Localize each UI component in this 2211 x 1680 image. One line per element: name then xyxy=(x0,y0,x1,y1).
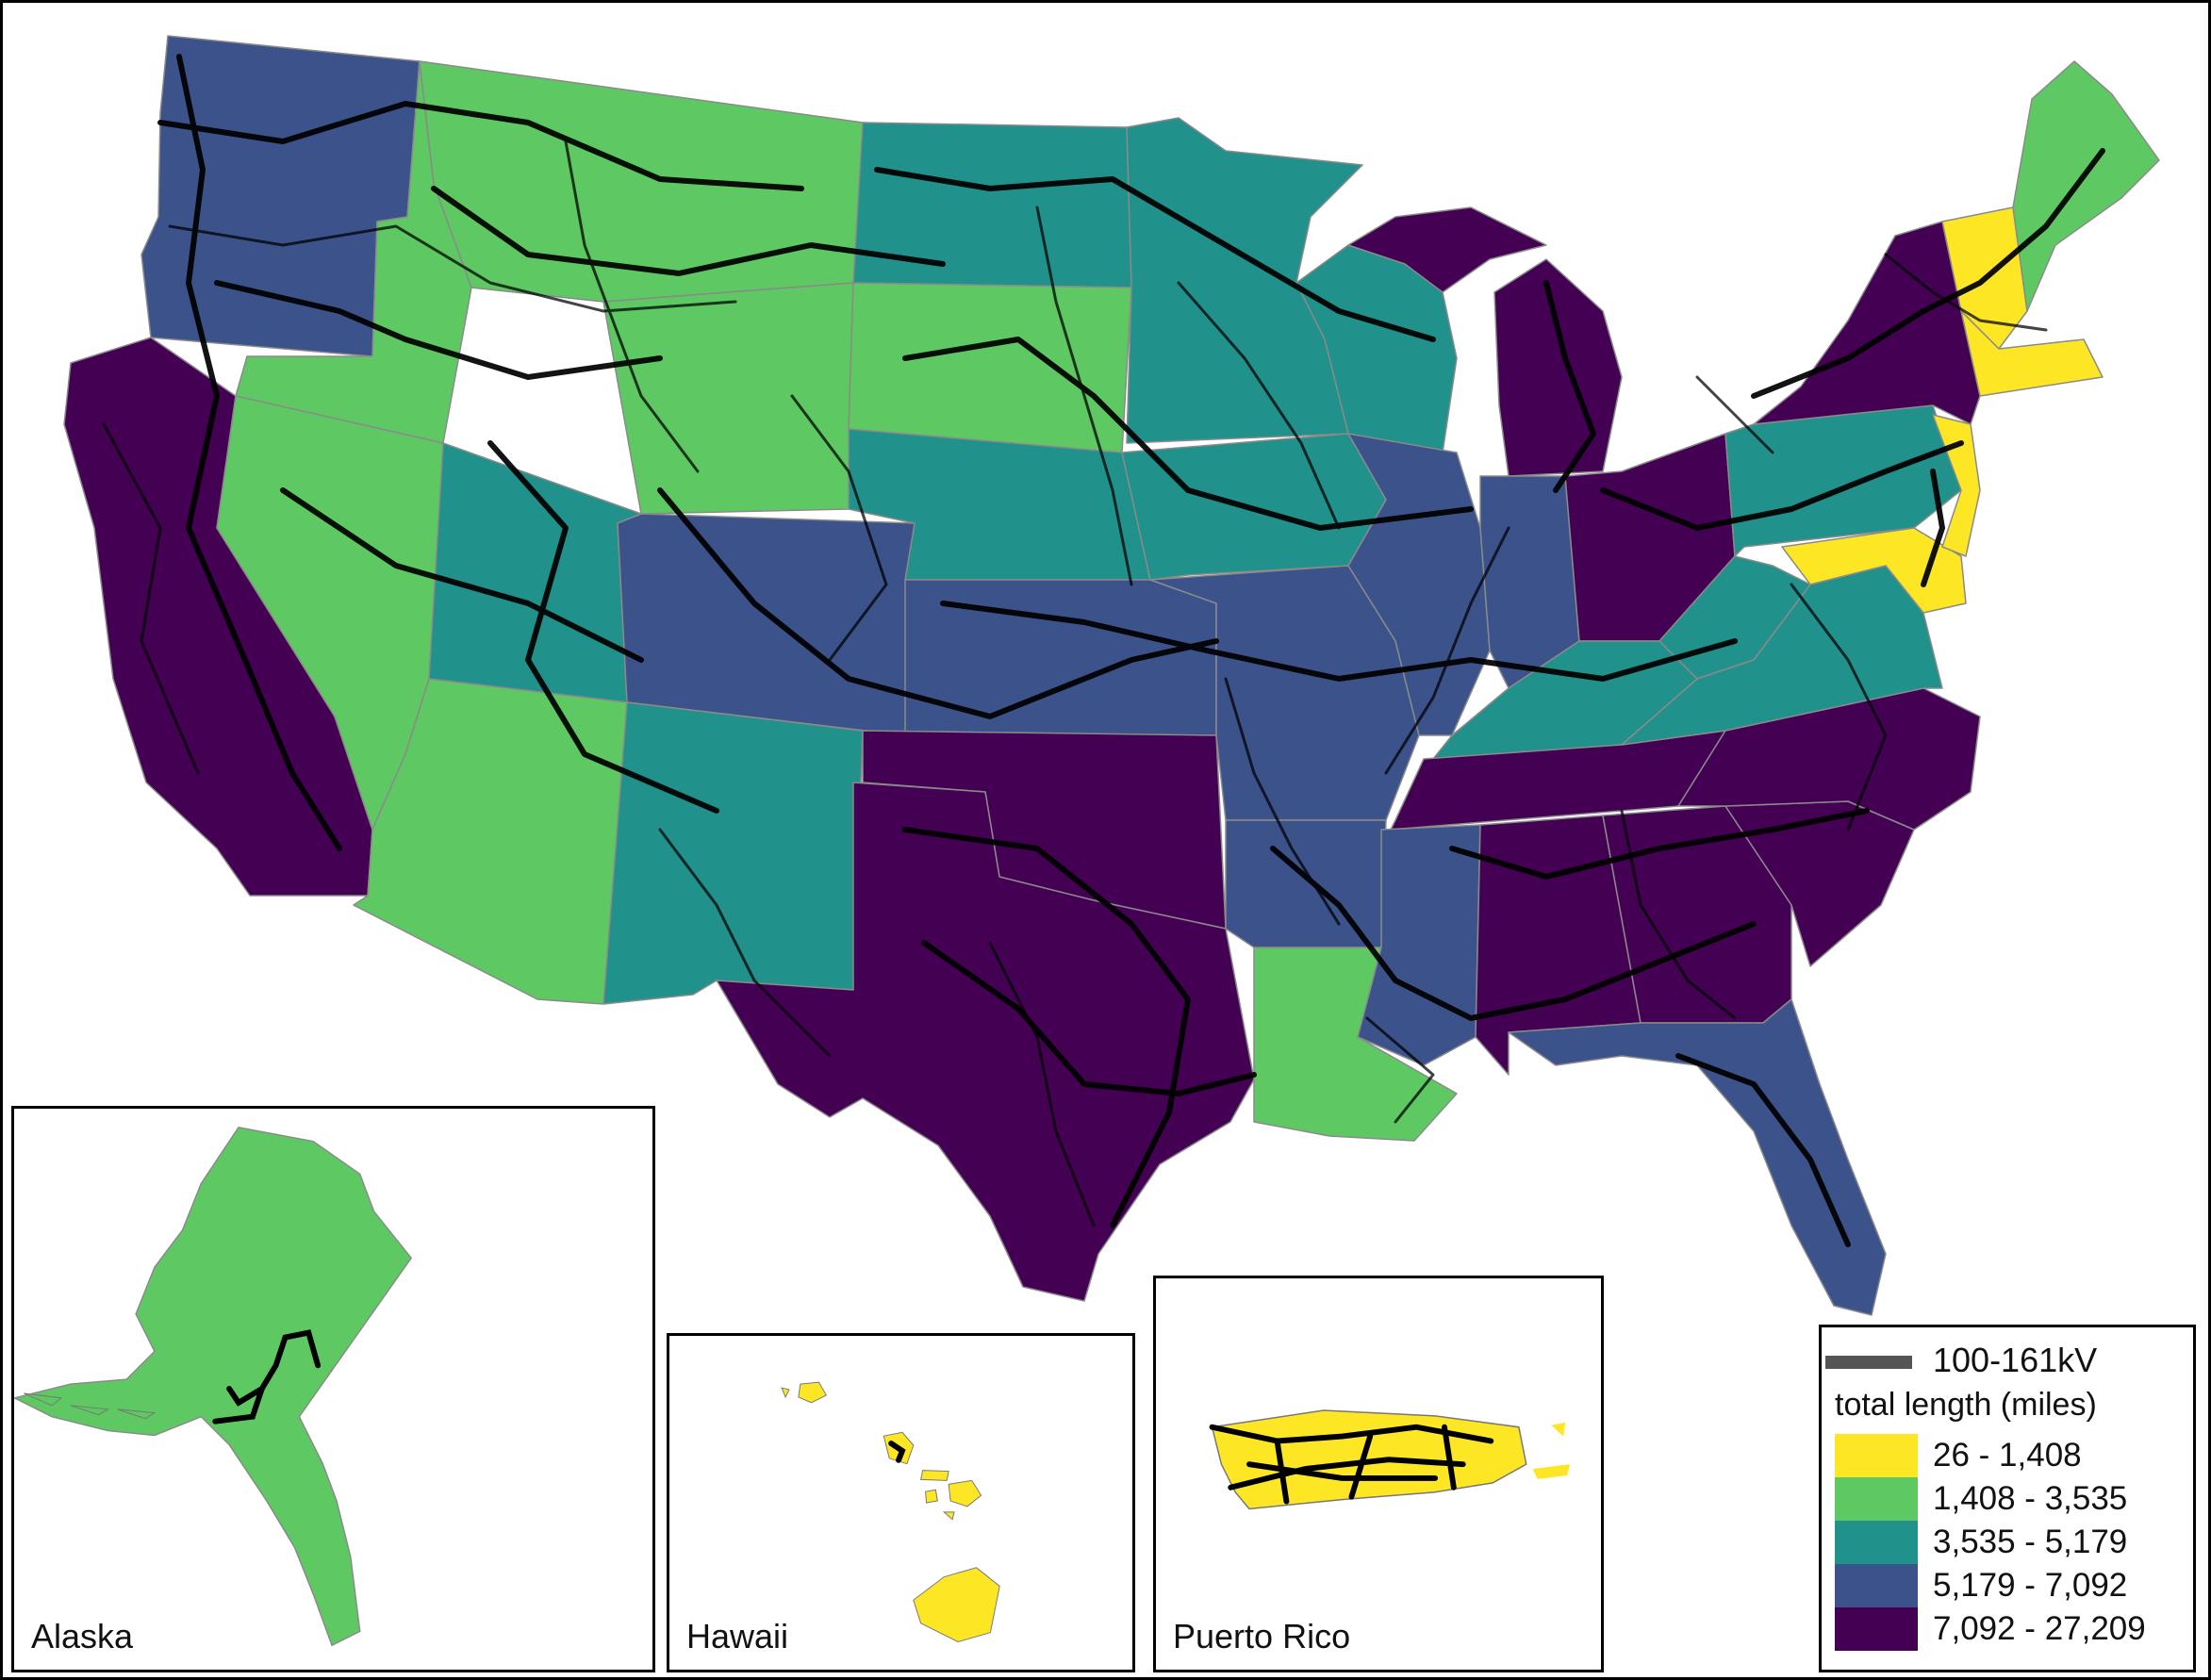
state-alaska xyxy=(14,1126,413,1647)
alaska-island-west xyxy=(173,1286,188,1300)
legend-bin: 5,179 - 7,092 xyxy=(1835,1564,2193,1607)
inset-alaska: Alaska xyxy=(11,1106,655,1672)
inset-hawaii: Hawaii xyxy=(667,1333,1135,1672)
legend-line-label: 100-161kV xyxy=(1933,1341,2098,1379)
island-maui xyxy=(948,1479,982,1507)
island-vieques xyxy=(1532,1464,1571,1479)
legend-bin-label: 1,408 - 3,535 xyxy=(1933,1480,2128,1517)
island-lanai xyxy=(925,1489,938,1504)
state-florida xyxy=(1508,998,1887,1316)
legend-bin: 26 - 1,408 xyxy=(1835,1434,2193,1477)
alaska-island-north xyxy=(206,1193,223,1211)
aleutian-islands xyxy=(24,1392,157,1420)
puerto-rico-map xyxy=(1209,1409,1571,1510)
alaska-transmission-lines xyxy=(212,1329,322,1425)
state-massachusetts-ct-ri xyxy=(1960,310,2104,397)
island-niihau xyxy=(781,1387,790,1399)
legend-swatch xyxy=(1835,1521,1918,1564)
legend-bin: 3,535 - 5,179 xyxy=(1835,1521,2193,1564)
pr-transmission-lines xyxy=(1209,1424,1494,1505)
inset-puerto-rico: Puerto Rico xyxy=(1153,1276,1604,1672)
legend-bin-label: 5,179 - 7,092 xyxy=(1933,1567,2128,1604)
hawaii-transmission-lines xyxy=(888,1441,906,1463)
legend-line-swatch xyxy=(1825,1356,1912,1369)
legend-bin-label: 7,092 - 27,209 xyxy=(1933,1610,2146,1647)
alaska-map xyxy=(14,1126,413,1647)
legend-title: total length (miles) xyxy=(1835,1387,2097,1423)
legend-swatch xyxy=(1835,1564,1918,1607)
inset-label-hawaii: Hawaii xyxy=(686,1617,789,1655)
inset-label-puerto-rico: Puerto Rico xyxy=(1173,1617,1351,1655)
legend-swatch xyxy=(1835,1434,1918,1477)
legend-bin: 1,408 - 3,535 xyxy=(1835,1477,2193,1521)
island-kauai xyxy=(798,1381,828,1404)
island-molokai xyxy=(920,1470,949,1481)
island-big-island xyxy=(913,1567,1000,1643)
state-maryland xyxy=(1781,527,1967,614)
inset-label-alaska: Alaska xyxy=(31,1617,134,1655)
legend-bin: 7,092 - 27,209 xyxy=(1835,1607,2193,1651)
legend-swatch xyxy=(1835,1607,1918,1651)
island-kahoolawe xyxy=(942,1511,955,1521)
transmission-lines xyxy=(102,54,2105,1247)
island-culebra xyxy=(1551,1422,1566,1437)
state-maine xyxy=(2012,60,2160,312)
legend: 100-161kV total length (miles) 26 - 1,40… xyxy=(1819,1325,2196,1672)
legend-swatch xyxy=(1835,1477,1918,1521)
legend-bin-label: 26 - 1,408 xyxy=(1933,1437,2082,1474)
state-michigan-upper xyxy=(1347,206,1547,293)
legend-bin-label: 3,535 - 5,179 xyxy=(1933,1524,2128,1560)
hawaii-map xyxy=(781,1381,1000,1643)
